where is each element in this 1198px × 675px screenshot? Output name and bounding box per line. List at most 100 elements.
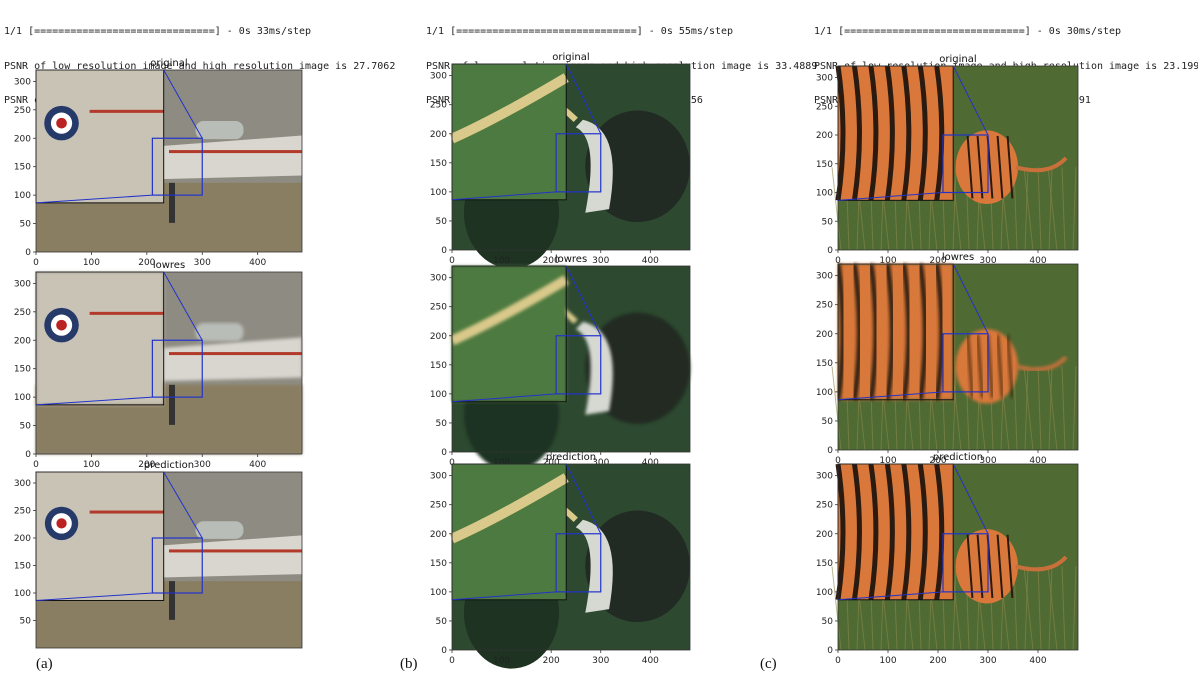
- y-tick-label: 200: [14, 336, 31, 346]
- axes-frame: [451, 463, 691, 651]
- image-panel-original: original 300 250 200 150 100 50 00 100 200 300 400: [14, 58, 303, 268]
- panel-title: lowres: [942, 252, 974, 263]
- y-tick-label: 300: [14, 279, 31, 289]
- grass-blade: [1047, 167, 1058, 251]
- panel-title: original: [552, 52, 589, 63]
- grass-blade: [1024, 366, 1029, 451]
- bird-body: [585, 510, 690, 623]
- y-tick-label: 150: [430, 361, 447, 371]
- tiger-stripe: [1006, 135, 1014, 199]
- log-line: PSNR of low resolution image and high re…: [4, 60, 396, 72]
- y-tick-label: 150: [14, 365, 31, 375]
- x-tick-label: 0: [449, 458, 455, 468]
- red-stripe: [169, 150, 302, 154]
- inset-stripe: [89, 109, 164, 113]
- x-tick-label: 200: [929, 456, 946, 466]
- x-tick-label: 200: [138, 258, 155, 268]
- panel-title: prediction: [546, 452, 596, 463]
- y-tick-label: 50: [822, 217, 834, 227]
- y-tick-label: 0: [25, 248, 31, 258]
- red-stripe: [169, 549, 302, 553]
- inset-stripe: [851, 463, 862, 601]
- zoom-region-box: [151, 339, 203, 398]
- tiger-tail: [1015, 355, 1068, 372]
- x-tick-label: 0: [449, 656, 455, 666]
- tiger-stripe: [966, 534, 974, 598]
- maple-leaf-icon: [56, 117, 67, 129]
- inset-stripe: [835, 65, 846, 201]
- image-panel-original: original 300 250 200 150 100 50 00 100 200 300 400: [430, 52, 691, 269]
- zoom-connector: [952, 263, 989, 334]
- x-tick-label: 300: [979, 656, 996, 666]
- x-tick-label: 100: [493, 256, 510, 266]
- zoom-region-box: [151, 137, 203, 196]
- y-tick-label: 250: [430, 501, 447, 511]
- zoom-connector: [837, 591, 944, 601]
- bird-neck: [575, 321, 613, 415]
- inset-stripe: [884, 263, 895, 401]
- y-tick-label: 150: [816, 160, 833, 170]
- y-tick-label: 150: [14, 562, 31, 572]
- y-tick-label: 100: [14, 393, 31, 403]
- axes-frame: [837, 263, 1079, 451]
- y-tick-label: 200: [816, 330, 833, 340]
- y-tick-label: 100: [816, 388, 833, 398]
- inset-stripe: [851, 65, 862, 201]
- y-tick-label: 150: [14, 163, 31, 173]
- inset-stripe: [934, 463, 945, 601]
- inset-stripe: [901, 65, 912, 201]
- y-tick-label: 200: [14, 534, 31, 544]
- log-line: 1/1 [==============================] - 0…: [814, 26, 1122, 37]
- zoom-connector: [451, 591, 557, 601]
- x-tick-label: 400: [1029, 656, 1046, 666]
- x-tick-label: 300: [194, 258, 211, 268]
- image-axes: [35, 271, 303, 455]
- y-tick-label: 0: [441, 246, 447, 256]
- y-tick-label: 300: [14, 479, 31, 489]
- y-tick-label: 0: [441, 448, 447, 458]
- x-tick-label: 300: [592, 256, 609, 266]
- grass-blade: [952, 566, 957, 651]
- grass-blade: [1048, 566, 1053, 651]
- grass-blade: [1072, 167, 1077, 251]
- panel-title: prediction: [933, 452, 983, 463]
- inset-stripe: [884, 463, 895, 601]
- jet-fuselage: [155, 337, 302, 382]
- y-tick-label: 50: [436, 617, 448, 627]
- y-tick-label: 200: [816, 530, 833, 540]
- jet-fuselage: [155, 135, 302, 180]
- inset-stripe: [934, 65, 945, 201]
- zoom-region-box: [555, 533, 602, 593]
- zoom-connector: [451, 191, 557, 201]
- image-axes: [35, 471, 303, 649]
- y-tick-label: 100: [430, 390, 447, 400]
- bird-neck: [575, 519, 613, 613]
- y-tick-label: 50: [822, 417, 834, 427]
- landing-gear: [169, 581, 175, 620]
- axes-frame: [837, 463, 1079, 651]
- y-tick-label: 200: [14, 134, 31, 144]
- x-tick-label: 0: [835, 456, 841, 466]
- tiger-stripe: [1006, 534, 1014, 598]
- inset-beak: [449, 275, 569, 346]
- y-tick-label: 250: [14, 507, 31, 517]
- x-tick-label: 100: [879, 456, 896, 466]
- x-tick-label: 0: [33, 258, 39, 268]
- zoom-region-box: [942, 533, 989, 593]
- tiger-stripe: [976, 534, 984, 598]
- x-tick-label: 200: [929, 656, 946, 666]
- inset-stripe: [851, 263, 862, 401]
- y-tick-label: 250: [430, 101, 447, 111]
- landing-gear: [169, 384, 175, 425]
- zoom-inset: [449, 63, 569, 201]
- zoom-region-box: [942, 134, 989, 194]
- y-tick-label: 250: [816, 301, 833, 311]
- x-tick-label: 100: [879, 656, 896, 666]
- grass-blade: [1023, 366, 1034, 451]
- tiger-stripe: [966, 334, 974, 398]
- x-tick-label: 400: [249, 460, 266, 470]
- x-tick-label: 200: [543, 458, 560, 468]
